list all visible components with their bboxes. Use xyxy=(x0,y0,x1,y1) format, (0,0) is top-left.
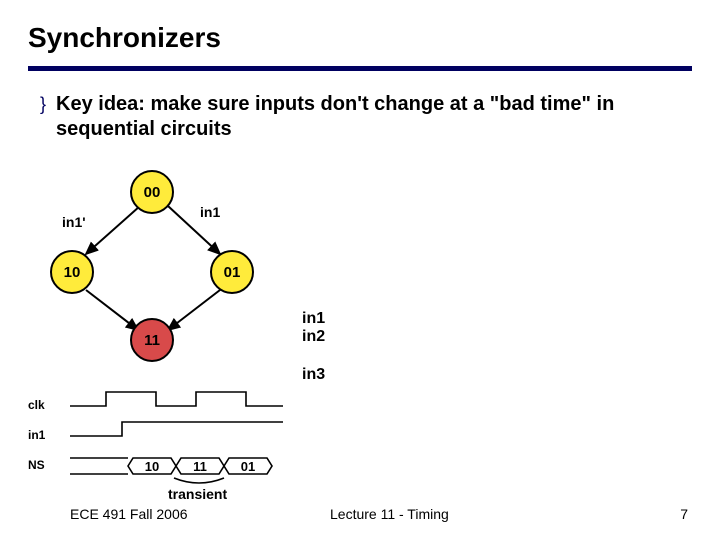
edge-label-in1p: in1' xyxy=(62,214,86,230)
slide-title: Synchronizers xyxy=(28,22,221,54)
footer-right: 7 xyxy=(680,506,688,522)
timing-diagram: clk in1 NS 101101 transient xyxy=(28,390,348,500)
state-00: 00 xyxy=(130,170,174,214)
state-01: 01 xyxy=(210,250,254,294)
state-11: 11 xyxy=(130,318,174,362)
bullet-icon: } xyxy=(40,94,46,115)
bullet-row: } Key idea: make sure inputs don't chang… xyxy=(40,92,666,142)
side-label-in2: in2 xyxy=(302,328,325,346)
edge-label-in1: in1 xyxy=(200,204,220,220)
footer-left: ECE 491 Fall 2006 xyxy=(70,506,188,522)
state-00-label: 00 xyxy=(144,184,161,201)
svg-text:10: 10 xyxy=(145,459,159,474)
bullet-text: Key idea: make sure inputs don't change … xyxy=(56,92,666,142)
footer-center: Lecture 11 - Timing xyxy=(330,506,449,522)
slide: Synchronizers } Key idea: make sure inpu… xyxy=(0,0,720,540)
svg-text:01: 01 xyxy=(241,459,255,474)
state-01-label: 01 xyxy=(224,264,241,281)
side-label-in3: in3 xyxy=(302,366,325,384)
state-10-label: 10 xyxy=(64,264,81,281)
transient-label: transient xyxy=(168,486,227,502)
side-label-in1: in1 xyxy=(302,310,325,328)
state-11-label: 11 xyxy=(144,332,160,349)
title-underline xyxy=(28,66,692,71)
state-diagram: 00 10 01 11 in1' in1 in1 in2 in3 xyxy=(44,170,404,380)
state-10: 10 xyxy=(50,250,94,294)
svg-text:11: 11 xyxy=(193,459,207,474)
